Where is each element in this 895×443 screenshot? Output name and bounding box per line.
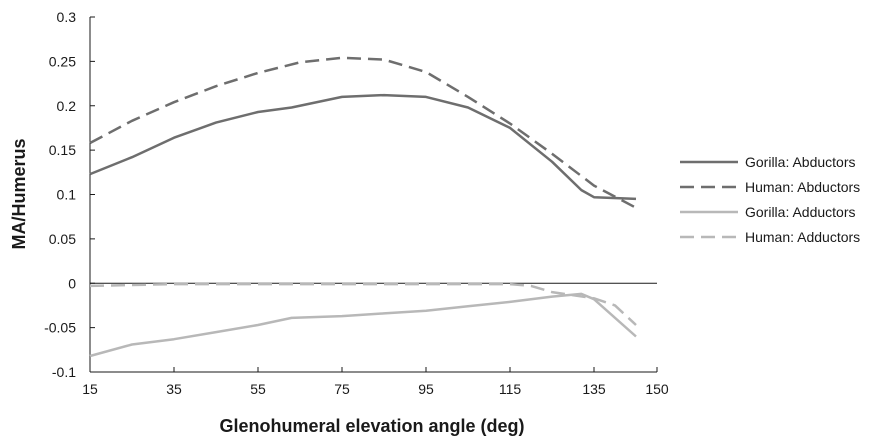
x-tick-label: 95 xyxy=(418,381,434,397)
legend-label: Human: Abductors xyxy=(745,179,860,195)
series-line xyxy=(89,292,637,358)
series-line xyxy=(89,93,637,201)
series-line xyxy=(89,56,637,209)
y-tick-label: 0.1 xyxy=(57,187,77,203)
y-tick-label: -0.05 xyxy=(44,320,76,336)
y-axis-title: MA/Humerus xyxy=(9,138,29,249)
legend: Gorilla: Abductors Human: Abductors Gorill… xyxy=(680,154,860,245)
x-tick-label: 55 xyxy=(250,381,266,397)
plot-lines xyxy=(89,56,637,358)
x-tick-label: 150 xyxy=(645,381,669,397)
y-tick-label: 0.05 xyxy=(49,231,76,247)
x-tick-label: 15 xyxy=(82,381,98,397)
legend-label: Gorilla: Adductors xyxy=(745,204,856,220)
y-tick-label: 0.15 xyxy=(49,142,76,158)
legend-label: Gorilla: Abductors xyxy=(745,154,856,170)
legend-label: Human: Adductors xyxy=(745,229,860,245)
series-line xyxy=(89,282,637,326)
axes: -0.1 -0.05 0 0.05 0.1 0.15 0.2 0.25 0.3 15 35 55 75 9… xyxy=(44,9,669,397)
x-axis-title: Glenohumeral elevation angle (deg) xyxy=(219,416,524,436)
y-tick-label: -0.1 xyxy=(52,364,76,380)
x-tick-label: 35 xyxy=(166,381,182,397)
y-tick-label: 0.2 xyxy=(57,98,77,114)
x-tick-label: 115 xyxy=(499,381,522,397)
y-tick-label: 0.25 xyxy=(49,53,76,69)
x-tick-label: 75 xyxy=(334,381,350,397)
y-tick-label: 0 xyxy=(68,275,76,291)
x-tick-label: 135 xyxy=(582,381,606,397)
y-tick-label: 0.3 xyxy=(57,9,77,25)
